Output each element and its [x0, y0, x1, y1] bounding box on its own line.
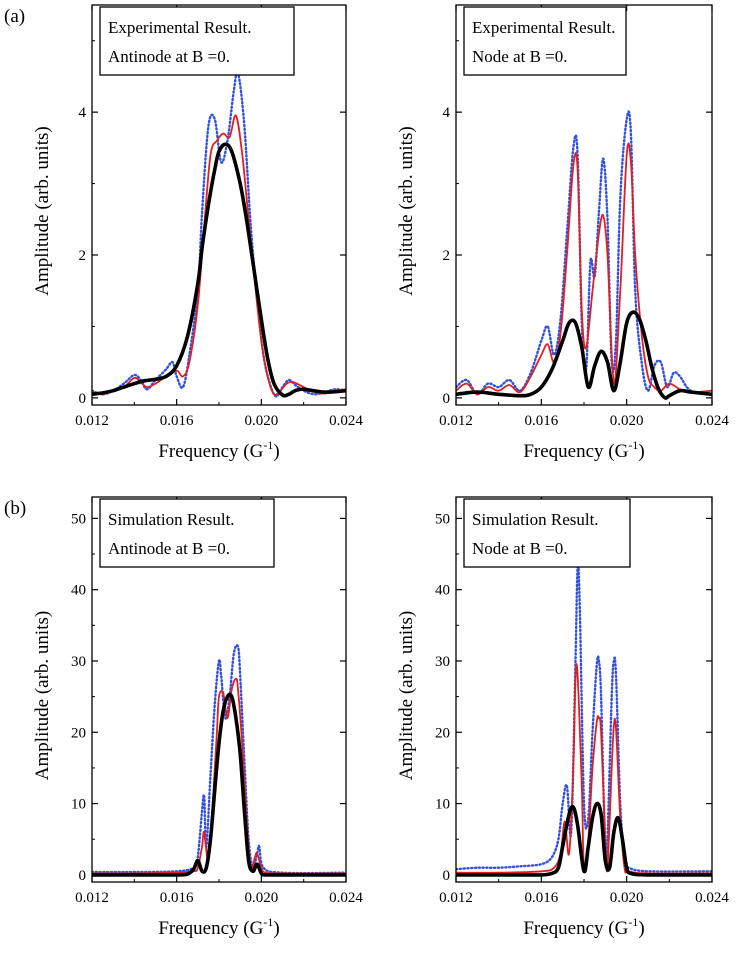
series-line-red [92, 114, 346, 396]
annotation-line-2: Node at B =0. [472, 47, 568, 66]
series-line-red [456, 142, 712, 396]
x-axis-title-sup: -1 [628, 915, 638, 929]
x-axis-title: Frequency (G-1) [523, 438, 644, 462]
annotation-line-1: Experimental Result. [472, 18, 616, 37]
annotation-line-2: Node at B =0. [472, 539, 568, 558]
series-line-black [92, 692, 346, 877]
x-axis-title-sup: -1 [263, 915, 273, 929]
annotation-line-2: Antinode at B =0. [108, 539, 230, 558]
annotation-line-1: Experimental Result. [108, 18, 252, 37]
annotation-box [463, 498, 631, 568]
y-tick-label: 50 [71, 511, 86, 527]
x-tick-label: 0.016 [160, 890, 194, 906]
x-axis-title-text: Frequency (G [523, 441, 628, 462]
y-tick-label: 10 [435, 797, 450, 813]
x-axis-title-text: Frequency (G [158, 918, 263, 939]
y-tick-label: 20 [435, 725, 450, 741]
chart-bottom-left: 0.012 0.016 0.020 0.024 0 10 20 30 40 50 Frequency… [32, 496, 363, 939]
x-tick-label: 0.020 [610, 890, 644, 906]
series-line-black [92, 142, 346, 398]
y-tick-label: 0 [79, 391, 87, 407]
y-tick-label: 20 [71, 725, 86, 741]
x-tick-label: 0.012 [75, 413, 109, 429]
y-tick-label: 40 [435, 583, 450, 599]
x-tick-label: 0.012 [439, 413, 473, 429]
annotation-box [463, 6, 627, 76]
x-axis-title-end: ) [273, 918, 279, 939]
chart-top-right: 0.012 0.016 0.020 0.024 0 2 4 Frequency (G-1) Am… [396, 4, 729, 462]
y-tick-label: 4 [443, 105, 451, 121]
x-tick-label: 0.016 [524, 413, 558, 429]
x-tick-label: 0.024 [329, 413, 363, 429]
y-tick-label: 50 [435, 511, 450, 527]
annotation-line-1: Simulation Result. [108, 510, 235, 529]
y-tick-label: 30 [71, 654, 86, 670]
x-axis-title: Frequency (G-1) [158, 915, 279, 939]
x-tick-label: 0.012 [439, 890, 473, 906]
x-tick-label: 0.016 [160, 413, 194, 429]
annotation-box [99, 6, 295, 76]
series-line-black [456, 310, 712, 400]
y-axis-title: Amplitude (arb. units) [32, 126, 53, 295]
y-tick-label: 4 [79, 105, 87, 121]
x-tick-label: 0.020 [244, 413, 278, 429]
row-tag-a: (a) [4, 6, 25, 27]
y-tick-label: 2 [79, 248, 87, 264]
y-tick-label: 30 [435, 654, 450, 670]
x-axis-title-text: Frequency (G [523, 918, 628, 939]
y-axis-title: Amplitude (arb. units) [396, 126, 417, 295]
x-axis-title: Frequency (G-1) [158, 438, 279, 462]
y-tick-label: 40 [71, 583, 86, 599]
x-tick-label: 0.012 [75, 890, 109, 906]
x-axis-title-text: Frequency (G [158, 441, 263, 462]
x-tick-label: 0.024 [695, 413, 729, 429]
x-tick-label: 0.024 [695, 890, 729, 906]
y-axis-title: Amplitude (arb. units) [396, 611, 417, 780]
x-axis-title: Frequency (G-1) [523, 915, 644, 939]
series-line-red [92, 677, 346, 875]
y-tick-label: 10 [71, 797, 86, 813]
x-axis-title-sup: -1 [628, 438, 638, 452]
series-line-red [456, 663, 712, 875]
y-axis-title: Amplitude (arb. units) [32, 611, 53, 780]
x-tick-label: 0.020 [244, 890, 278, 906]
series-line-blue [92, 70, 346, 398]
y-tick-label: 0 [443, 391, 451, 407]
annotation-line-2: Antinode at B =0. [108, 47, 230, 66]
y-tick-label: 0 [443, 868, 451, 884]
y-tick-label: 0 [79, 868, 87, 884]
series-line-black [456, 801, 712, 877]
chart-bottom-right: 0.012 0.016 0.020 0.024 0 10 20 30 40 50 Frequency… [396, 496, 729, 939]
series-line-blue [456, 563, 712, 873]
y-tick-label: 2 [443, 248, 451, 264]
x-axis-title-end: ) [273, 441, 279, 462]
x-axis-title-sup: -1 [263, 438, 273, 452]
x-tick-label: 0.024 [329, 890, 363, 906]
chart-top-left: 0.012 0.016 0.020 0.024 0 2 4 Frequency (G-1) Am… [32, 4, 363, 462]
x-axis-title-end: ) [638, 441, 644, 462]
row-tag-b: (b) [4, 498, 26, 519]
annotation-line-1: Simulation Result. [472, 510, 599, 529]
annotation-box [99, 498, 275, 568]
x-tick-label: 0.016 [524, 890, 558, 906]
x-axis-title-end: ) [638, 918, 644, 939]
x-tick-label: 0.020 [610, 413, 644, 429]
